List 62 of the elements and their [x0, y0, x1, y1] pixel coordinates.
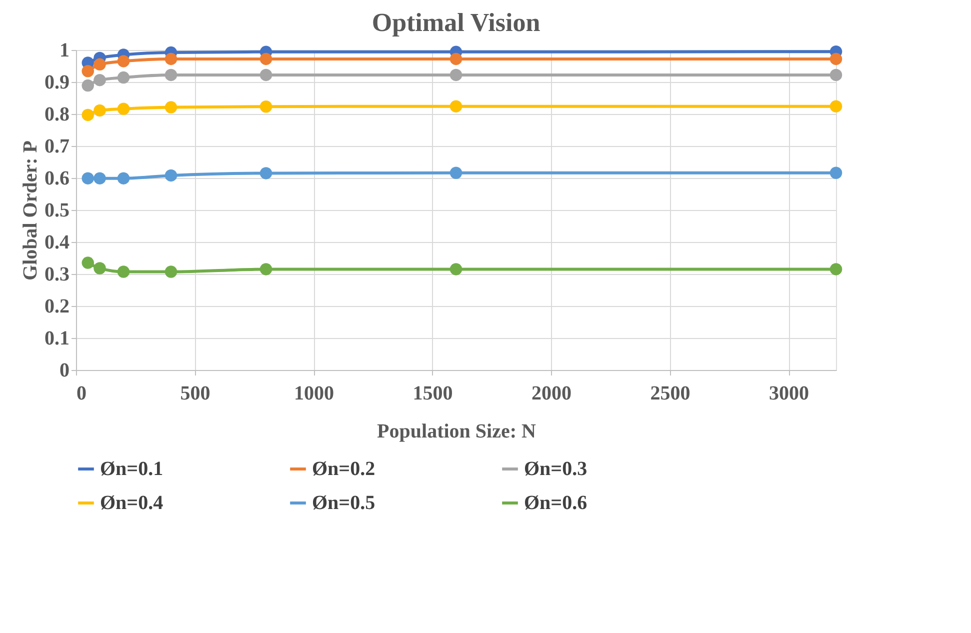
- point: [260, 68, 272, 82]
- point: [94, 172, 106, 184]
- chart-title: Optimal Vision: [372, 8, 541, 37]
- y-tick-label: 0.8: [44, 104, 70, 126]
- point: [450, 52, 462, 66]
- y-tick-label: 1: [60, 40, 70, 62]
- y-tick-label: 0.9: [44, 72, 70, 94]
- y-tick-label: 0: [60, 360, 70, 382]
- point: [94, 74, 106, 86]
- y-tick-label: 0.4: [44, 232, 70, 254]
- legend-label: Øn=0.2: [312, 458, 376, 480]
- y-tick-label: 0.3: [44, 264, 70, 286]
- point: [82, 172, 94, 184]
- x-tick-label: 2000: [532, 382, 572, 404]
- x-tick-label: 1000: [294, 382, 334, 404]
- y-axis-title: Global Order: P: [20, 140, 42, 280]
- y-tick-label: 0.5: [44, 200, 70, 222]
- point: [117, 55, 130, 68]
- point: [830, 100, 842, 112]
- point: [830, 68, 842, 82]
- legend-label: Øn=0.5: [312, 492, 376, 514]
- x-tick-label: 3000: [769, 382, 809, 404]
- point: [164, 68, 178, 82]
- legend-label: Øn=0.6: [524, 492, 588, 514]
- point: [82, 256, 94, 269]
- point: [117, 71, 130, 84]
- point: [164, 52, 178, 66]
- point: [450, 100, 462, 112]
- point: [830, 52, 842, 66]
- point: [830, 263, 842, 276]
- y-tick-label: 0.6: [44, 168, 70, 190]
- point: [260, 263, 272, 276]
- y-tick-label: 0.1: [44, 328, 70, 350]
- x-axis-title: Population Size: N: [377, 420, 536, 442]
- point: [117, 102, 130, 115]
- x-tick-label: 2500: [650, 382, 690, 404]
- x-tick-label: 1500: [412, 382, 453, 404]
- point: [82, 108, 94, 122]
- x-tick-label: 500: [180, 382, 210, 404]
- point: [830, 166, 842, 179]
- point: [164, 169, 178, 182]
- point: [82, 65, 94, 78]
- point: [94, 104, 106, 117]
- point: [94, 58, 106, 71]
- point: [117, 266, 130, 278]
- point: [164, 101, 178, 114]
- x-tick-label: 0: [76, 382, 86, 404]
- legend-label: Øn=0.4: [100, 492, 164, 514]
- point: [117, 172, 130, 184]
- point: [82, 79, 94, 92]
- y-tick-label: 0.7: [44, 136, 70, 158]
- legend-label: Øn=0.1: [100, 458, 164, 480]
- point: [450, 68, 462, 82]
- point: [450, 166, 462, 179]
- point: [260, 52, 272, 66]
- y-tick-label: 0.2: [44, 296, 70, 318]
- point: [164, 266, 178, 278]
- point: [260, 167, 272, 180]
- point: [94, 262, 106, 274]
- point: [260, 100, 272, 113]
- legend-label: Øn=0.3: [524, 458, 588, 480]
- point: [450, 263, 462, 276]
